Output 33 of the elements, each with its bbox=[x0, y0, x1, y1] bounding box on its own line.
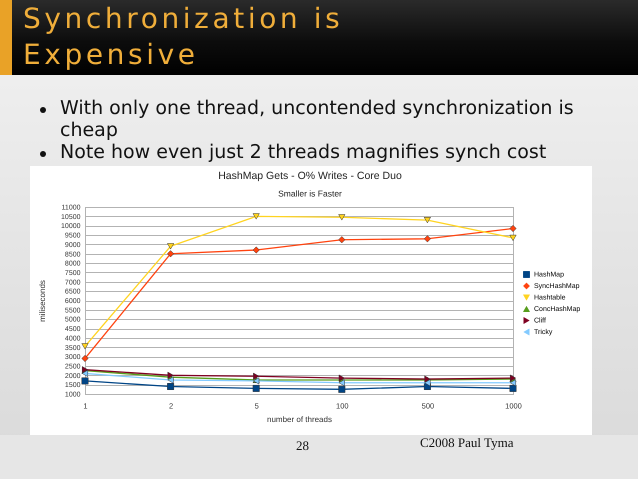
point bbox=[82, 377, 88, 384]
point bbox=[338, 214, 346, 220]
text: With only one thread, uncontended synchronization is cheap bbox=[60, 97, 575, 141]
point bbox=[510, 225, 516, 232]
text: C2008 Paul Tyma bbox=[420, 434, 514, 452]
point bbox=[167, 250, 174, 258]
point bbox=[82, 370, 88, 377]
point bbox=[82, 354, 88, 362]
text: Synchronization is Expensive bbox=[23, 1, 344, 73]
point bbox=[252, 213, 260, 220]
text: 28 bbox=[296, 437, 309, 455]
point bbox=[168, 372, 174, 379]
point bbox=[510, 379, 516, 386]
point bbox=[424, 217, 431, 224]
point bbox=[253, 372, 260, 380]
point bbox=[82, 343, 88, 350]
point bbox=[167, 243, 174, 250]
point bbox=[424, 379, 430, 386]
point bbox=[338, 386, 346, 393]
x-axis-title: number of threads bbox=[267, 415, 332, 424]
point bbox=[252, 384, 260, 392]
point bbox=[338, 236, 346, 244]
point bbox=[510, 234, 516, 241]
point bbox=[424, 235, 431, 242]
point bbox=[510, 384, 516, 392]
point bbox=[252, 246, 260, 254]
chart-subtitle: Smaller is Faster bbox=[278, 188, 342, 198]
point bbox=[338, 379, 345, 386]
point bbox=[167, 383, 174, 390]
point bbox=[168, 376, 174, 384]
y-axis-title: miliseconds bbox=[38, 280, 48, 322]
chart-title: HashMap Gets - O% Writes - Core Duo bbox=[218, 170, 402, 182]
text: Note how even just 2 threads magnifies synch cost bbox=[60, 141, 548, 163]
